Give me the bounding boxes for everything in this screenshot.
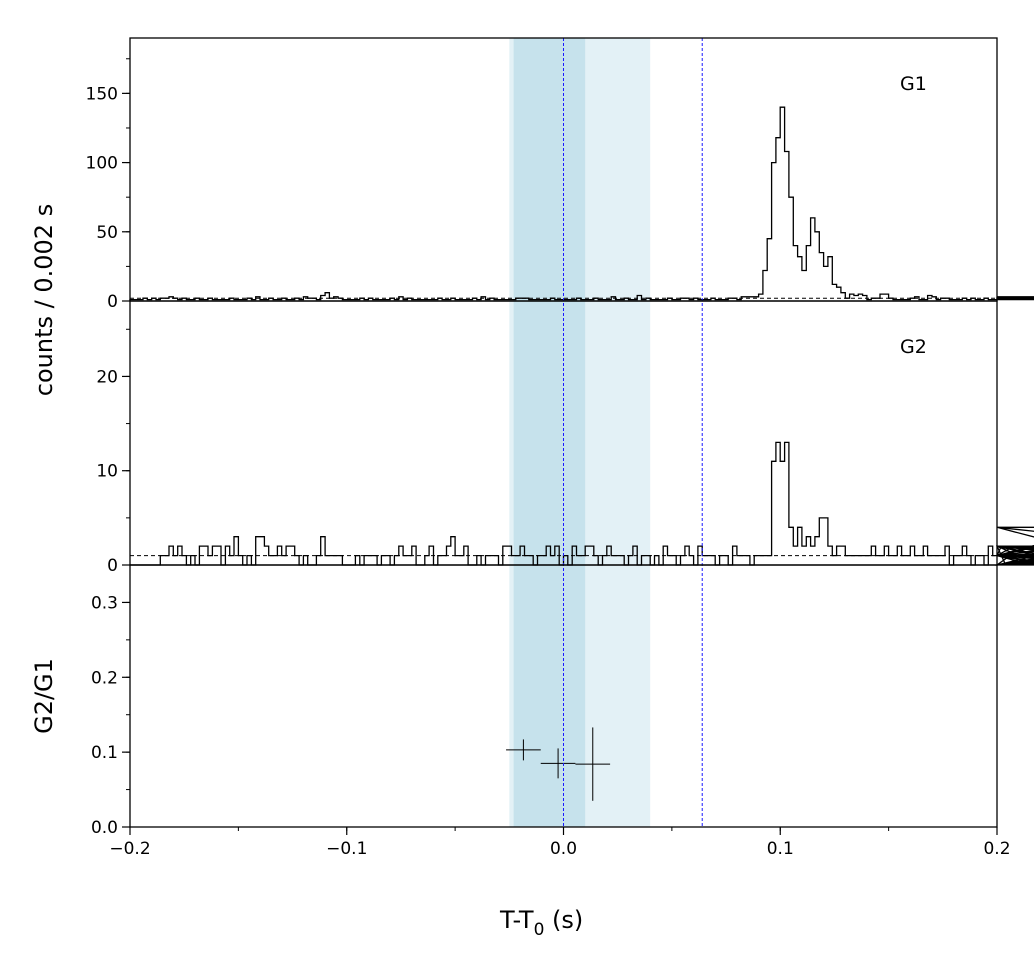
shaded-region-1 xyxy=(513,38,586,827)
x-axis-title-main: T-T xyxy=(499,906,534,934)
x-tick-label: 0.1 xyxy=(767,839,794,859)
panel-label-g2: G2 xyxy=(900,336,927,358)
axes-ticks: 0 50 100 150 0 10 20 0.0 0.1 0.2 0.3 −0.2 −0.1 0.0 0.1… xyxy=(86,58,1011,859)
x-tick-label: 0.0 xyxy=(550,839,577,859)
x-axis-title: T-T0 (s) xyxy=(499,906,583,940)
g2-y-tick-label: 0 xyxy=(107,556,118,576)
histogram-line-G1 xyxy=(129,106,1034,301)
g1-y-tick-label: 100 xyxy=(86,154,118,174)
g1-y-tick-label: 150 xyxy=(86,84,118,104)
vertical-reference-lines xyxy=(563,38,703,827)
x-tick-label: −0.2 xyxy=(109,839,150,859)
g1-y-tick-label: 0 xyxy=(107,292,118,312)
y-axis-title-ratio: G2/G1 xyxy=(30,658,58,734)
g2-y-tick-label: 20 xyxy=(96,367,118,387)
x-tick-label: −0.1 xyxy=(326,839,367,859)
panel-label-g1: G1 xyxy=(900,73,927,95)
shaded-regions xyxy=(509,38,651,827)
ratio-y-tick-label: 0.3 xyxy=(91,593,118,613)
ratio-y-tick-label: 0.2 xyxy=(91,668,118,688)
x-axis-title-unit: (s) xyxy=(544,906,583,934)
ratio-y-tick-label: 0.0 xyxy=(91,818,118,838)
panel-g1-histogram xyxy=(129,106,1034,301)
x-axis-title-subscript: 0 xyxy=(534,920,545,940)
panel-g2-histogram xyxy=(130,441,1034,566)
g2-y-tick-label: 10 xyxy=(96,462,118,482)
ratio-y-tick-label: 0.1 xyxy=(91,743,118,763)
panel-ratio-scatter xyxy=(506,727,611,801)
g1-y-tick-label: 50 xyxy=(96,223,118,243)
x-tick-label: 0.2 xyxy=(983,839,1010,859)
y-axis-title-counts: counts / 0.002 s xyxy=(30,204,58,396)
